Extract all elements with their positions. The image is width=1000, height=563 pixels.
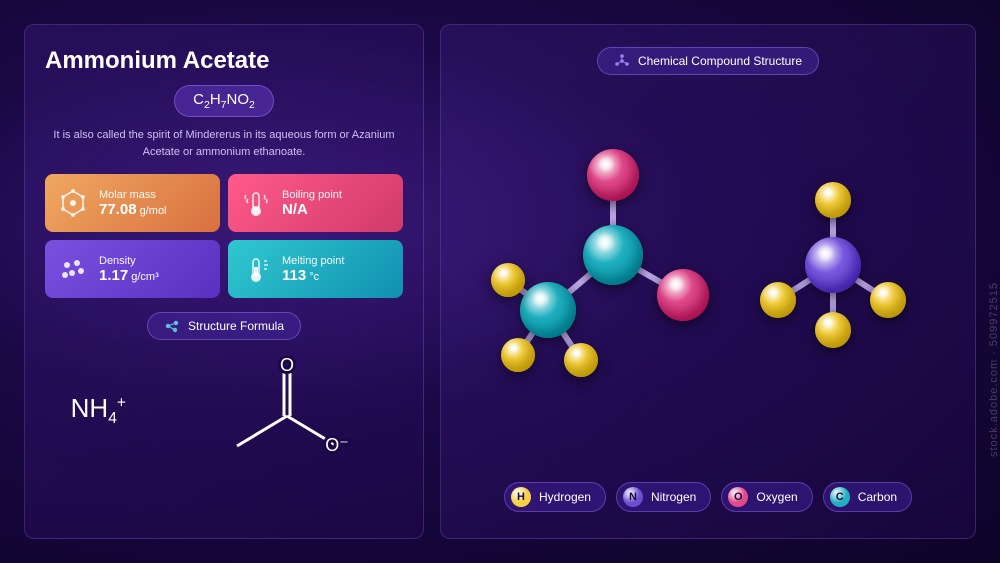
structure-formula: NH4+ O O⁻ xyxy=(45,356,403,466)
prop-label: Density xyxy=(99,255,159,267)
element-legend: H Hydrogen N Nitrogen O Oxygen C Carbon xyxy=(463,474,953,516)
atom-H xyxy=(815,182,851,218)
legend-dot: O xyxy=(728,487,748,507)
svg-text:O: O xyxy=(280,356,294,375)
atom-C xyxy=(583,225,643,285)
svg-text:O⁻: O⁻ xyxy=(326,435,350,455)
legend-oxygen: O Oxygen xyxy=(721,482,812,512)
compound-title: Ammonium Acetate xyxy=(45,47,403,75)
prop-label: Melting point xyxy=(282,255,344,267)
legend-dot: H xyxy=(511,487,531,507)
molecular-formula: C2H7NO2 xyxy=(174,85,274,117)
prop-molar_mass: Molar mass 77.08 g/mol xyxy=(45,174,220,232)
legend-name: Hydrogen xyxy=(539,490,591,504)
prop-value: 1.17 g/cm³ xyxy=(99,267,159,284)
atom-C xyxy=(520,282,576,338)
cluster-icon xyxy=(57,253,89,285)
atom-H xyxy=(564,343,598,377)
prop-label: Molar mass xyxy=(99,189,167,201)
atom-O xyxy=(657,269,709,321)
description: It is also called the spirit of Minderer… xyxy=(45,127,403,160)
atom-H xyxy=(501,338,535,372)
prop-density: Density 1.17 g/cm³ xyxy=(45,240,220,298)
hexagon-icon xyxy=(57,187,89,219)
therm-up-icon xyxy=(240,187,272,219)
prop-value: N/A xyxy=(282,201,342,218)
watermark: stock.adobe.com · 509972515 xyxy=(988,282,1000,457)
prop-label: Boiling point xyxy=(282,189,342,201)
legend-carbon: C Carbon xyxy=(823,482,912,512)
prop-value: 113 °c xyxy=(282,267,344,284)
legend-name: Carbon xyxy=(858,490,897,504)
prop-melting_point: Melting point 113 °c xyxy=(228,240,403,298)
atom-N xyxy=(805,237,861,293)
info-panel: Ammonium Acetate C2H7NO2 It is also call… xyxy=(24,24,424,539)
structure-icon xyxy=(614,53,630,69)
legend-nitrogen: N Nitrogen xyxy=(616,482,711,512)
molecule-3d xyxy=(463,85,953,474)
atom-H xyxy=(870,282,906,318)
acetate-skeletal: O O⁻ xyxy=(197,356,377,466)
legend-dot: C xyxy=(830,487,850,507)
legend-name: Nitrogen xyxy=(651,490,696,504)
compound-structure-label: Chemical Compound Structure xyxy=(597,47,819,75)
legend-dot: N xyxy=(623,487,643,507)
legend-hydrogen: H Hydrogen xyxy=(504,482,606,512)
structure-formula-label: Structure Formula xyxy=(147,312,301,340)
prop-value: 77.08 g/mol xyxy=(99,201,167,218)
structure-panel: Chemical Compound Structure H Hydrogen N Ni… xyxy=(440,24,976,539)
prop-boiling_point: Boiling point N/A xyxy=(228,174,403,232)
legend-name: Oxygen xyxy=(756,490,797,504)
molecule-icon xyxy=(164,318,180,334)
ammonium-ion: NH4+ xyxy=(71,393,126,428)
atom-H xyxy=(491,263,525,297)
atom-H xyxy=(760,282,796,318)
atom-H xyxy=(815,312,851,348)
atom-O xyxy=(587,149,639,201)
properties-grid: Molar mass 77.08 g/mol Boiling point N/A… xyxy=(45,174,403,298)
therm-down-icon xyxy=(240,253,272,285)
